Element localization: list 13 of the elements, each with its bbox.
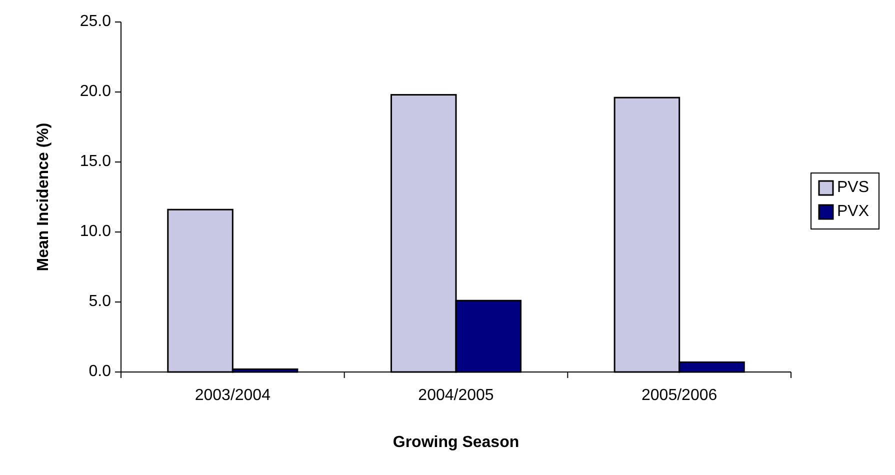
y-tick-label: 25.0 (80, 13, 112, 30)
x-tick-label: 2005/2006 (642, 387, 718, 404)
y-tick-label: 20.0 (80, 83, 112, 100)
y-tick-label: 15.0 (80, 153, 112, 170)
y-axis-title: Mean Incidence (%) (35, 122, 52, 272)
y-tick-label: 0.0 (88, 363, 112, 380)
y-tick-label: 5.0 (88, 293, 112, 310)
x-tick-label: 2003/2004 (194, 387, 271, 404)
y-tick-label: 10.0 (80, 223, 112, 240)
x-axis-title: Growing Season (392, 434, 520, 451)
x-tick-label: 2004/2005 (418, 387, 494, 404)
legend-label: PVS (837, 179, 870, 196)
legend-label: PVX (837, 203, 870, 220)
